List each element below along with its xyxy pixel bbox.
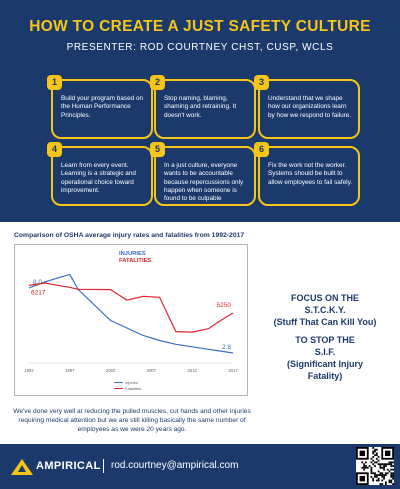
series-line-injuries	[28, 273, 234, 354]
card-text: In a just culture, everyone wants to be …	[164, 162, 244, 203]
card-number-badge: 1	[47, 75, 62, 90]
chart-caption: We've done very well at reducing the pul…	[13, 408, 251, 433]
data-label-start: 6217	[31, 289, 46, 296]
legend-top-injuries: INJURIES	[119, 251, 146, 257]
x-tick-label: 2017	[228, 368, 238, 373]
focus-line-3: (Stuff That Can Kill You)	[273, 317, 377, 328]
card-text: Stop naming, blaming, shaming and retrai…	[164, 95, 237, 119]
card-number-badge: 6	[254, 142, 269, 157]
legend-bottom-label: Injuries	[125, 380, 138, 385]
card-text: Build your program based on the Human Pe…	[61, 95, 144, 119]
page-title: HOW TO CREATE A JUST SAFETY CULTURE	[29, 18, 371, 35]
line-chart: 8.0 2.8 6217 5250 1992 1997 2002 2007 2012 2017 IN…	[24, 251, 238, 391]
card-text: Understand that we shape how our organiz…	[268, 95, 352, 119]
card-number-badge: 5	[150, 142, 165, 157]
focus-line-1: FOCUS ON THE	[290, 293, 359, 303]
contact-email[interactable]: rod.courtney@ampirical.com	[111, 460, 239, 471]
x-tick-label: 1997	[65, 368, 75, 373]
principle-card-6: 6 Fix the work not the worker. Systems s…	[254, 142, 360, 206]
data-label-start: 8.0	[33, 279, 42, 286]
stop-line-4: Fatality)	[307, 371, 343, 382]
principle-card-4: 4 Learn from every event. Learning is a …	[47, 142, 153, 206]
focus-line-2: S.T.C.K.Y.	[304, 305, 346, 316]
principle-card-3: 3 Understand that we shape how our organ…	[254, 75, 360, 139]
card-number-badge: 3	[254, 75, 269, 90]
series-line-fatalities	[28, 282, 234, 333]
legend-top-fatalities: FATALITIES	[119, 258, 151, 264]
x-tick-label: 2002	[106, 368, 116, 373]
stop-line-1: TO STOP THE	[295, 335, 355, 345]
card-text: Fix the work not the worker. Systems sho…	[268, 162, 353, 186]
data-label-end: 2.8	[222, 344, 231, 351]
focus-callout: FOCUS ON THE S.T.C.K.Y. (Stuff That Can …	[255, 292, 395, 328]
stop-line-2: S.I.F.	[314, 347, 336, 358]
card-text: Learn from every event. Learning is a st…	[61, 162, 136, 194]
stop-line-3: (Significant Injury	[286, 359, 363, 370]
footer-divider	[103, 459, 104, 473]
footer-bar	[0, 444, 400, 489]
qr-code-icon[interactable]	[356, 447, 394, 485]
principle-card-5: 5 In a just culture, everyone wants to b…	[150, 142, 256, 206]
chart-frame: 8.0 2.8 6217 5250 1992 1997 2002 2007 2012 2017 IN…	[14, 244, 248, 396]
x-tick-label: 2007	[147, 368, 157, 373]
principle-card-1: 1 Build your program based on the Human …	[47, 75, 153, 139]
card-number-badge: 2	[150, 75, 165, 90]
presenter-line: PRESENTER: ROD COURTNEY CHST, CUSP, WCLS	[66, 42, 334, 53]
stop-callout: TO STOP THE S.I.F. (Significant Injury F…	[255, 334, 395, 383]
data-label-end: 5250	[217, 302, 232, 309]
legend-bottom-label: Fatalities	[125, 386, 141, 391]
x-tick-label: 1992	[24, 368, 34, 373]
principle-card-2: 2 Stop naming, blaming, shaming and retr…	[150, 75, 256, 139]
card-number-badge: 4	[47, 142, 62, 157]
chart-title: Comparison of OSHA average injury rates …	[14, 232, 245, 239]
ampirical-logo-icon	[11, 459, 33, 475]
brand-name: AMPIRICAL	[36, 460, 101, 472]
x-tick-label: 2012	[188, 368, 198, 373]
